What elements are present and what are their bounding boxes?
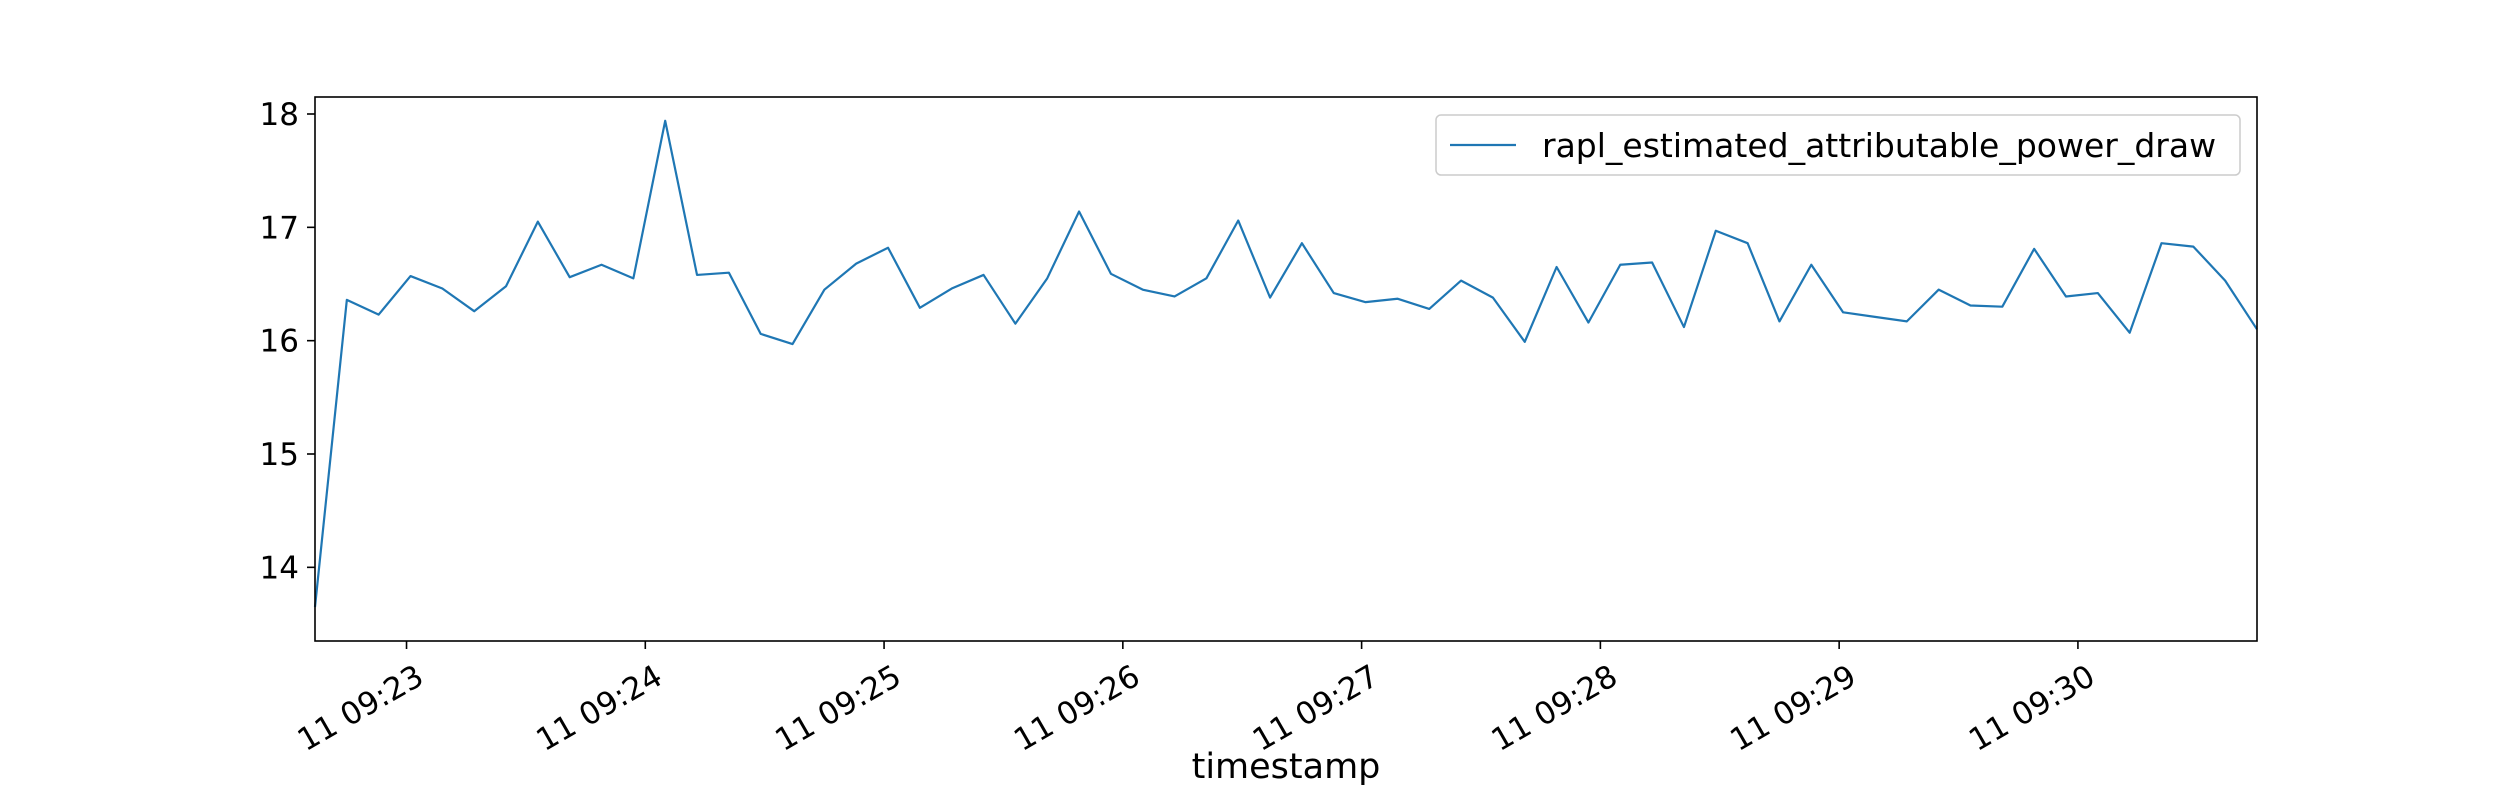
legend-box xyxy=(1435,114,2241,176)
y-axis: 14 15 16 17 18 xyxy=(260,97,315,586)
legend: rapl_estimated_attributable_power_draw xyxy=(1435,114,2241,176)
legend-label: rapl_estimated_attributable_power_draw xyxy=(1542,126,2216,165)
series-layer xyxy=(313,119,2258,608)
y-tick-label: 14 xyxy=(260,550,299,586)
plot-frame xyxy=(314,96,2258,642)
y-tick-label: 16 xyxy=(260,324,299,360)
y-tick-label: 17 xyxy=(260,210,299,246)
y-tick-label: 18 xyxy=(260,97,299,133)
x-axis-title: timestamp xyxy=(1192,747,1381,787)
series-line xyxy=(313,119,2258,608)
y-tick-label: 15 xyxy=(260,437,299,473)
